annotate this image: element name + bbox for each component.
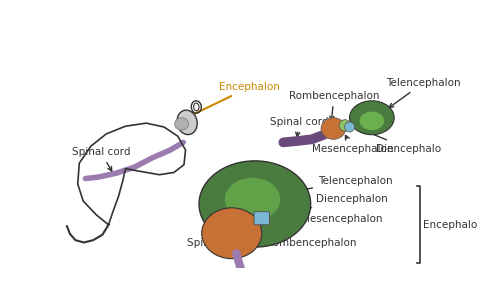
- Text: Diencephalon: Diencephalon: [271, 194, 388, 217]
- Text: Encephalo: Encephalo: [423, 220, 477, 230]
- Ellipse shape: [350, 101, 394, 135]
- Text: Encephalon: Encephalon: [188, 82, 280, 117]
- Text: Rombencephalon: Rombencephalon: [244, 237, 356, 247]
- Ellipse shape: [202, 208, 262, 259]
- Text: Diencephalo: Diencephalo: [359, 128, 441, 154]
- Text: Spinal cord: Spinal cord: [187, 237, 245, 254]
- Text: Mesencephalon: Mesencephalon: [265, 214, 383, 231]
- Ellipse shape: [199, 161, 311, 247]
- Text: Spinal cord: Spinal cord: [270, 117, 329, 137]
- Ellipse shape: [175, 118, 188, 130]
- Text: Mesencephalon: Mesencephalon: [312, 135, 393, 154]
- Ellipse shape: [345, 122, 355, 132]
- Ellipse shape: [177, 110, 197, 135]
- Ellipse shape: [360, 112, 384, 130]
- Text: Rombencephalon: Rombencephalon: [289, 91, 379, 120]
- Ellipse shape: [339, 120, 351, 131]
- FancyBboxPatch shape: [254, 212, 270, 225]
- Ellipse shape: [225, 178, 280, 221]
- Text: Telencephalon: Telencephalon: [386, 78, 460, 107]
- Ellipse shape: [321, 118, 346, 139]
- Text: Spinal cord: Spinal cord: [72, 147, 130, 171]
- Text: Telencephalon: Telencephalon: [276, 176, 393, 195]
